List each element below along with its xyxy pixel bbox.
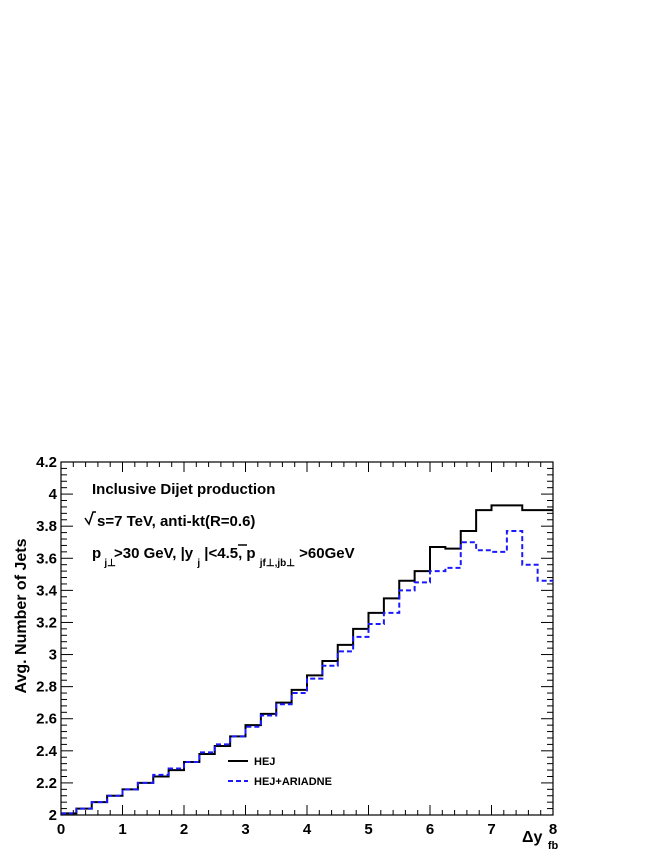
- series-layer: [61, 504, 553, 815]
- legend: HEJ HEJ+ARIADNE: [228, 756, 332, 788]
- x-tick-label: 4: [303, 821, 312, 838]
- x-axis-label-sub: fb: [548, 840, 559, 852]
- y-tick-label: 2.4: [36, 743, 58, 760]
- y-tick-label: 3.2: [36, 614, 57, 631]
- x-tick-label: 5: [364, 821, 372, 838]
- y-tick-label: 2.6: [36, 711, 57, 728]
- cut-pbar-symbol: p: [246, 545, 255, 562]
- sqrt-icon: [84, 511, 96, 526]
- y-axis-ticks: [61, 461, 553, 816]
- cut-y-rest: |<4.5,: [204, 545, 246, 562]
- y-tick-label: 2.2: [36, 775, 57, 792]
- cut-pbar-sub: jf⊥,jb⊥: [259, 558, 295, 569]
- x-tick-label: 1: [118, 821, 126, 838]
- series-line-hej-ariadne: [61, 530, 553, 815]
- x-axis-label-main: Δy: [522, 829, 543, 846]
- y-tick-label: 3.6: [36, 550, 57, 567]
- x-tick-label: 8: [549, 821, 557, 838]
- x-axis-ticks: [60, 462, 554, 815]
- annotation-energy-text: s=7 TeV, anti-kt(R=0.6): [97, 513, 255, 530]
- y-tick-label: 4: [49, 486, 58, 503]
- legend-ariadne-label: HEJ+ARIADNE: [254, 776, 332, 788]
- cut-pt-sub: j⊥: [103, 558, 116, 569]
- x-tick-label: 0: [57, 821, 65, 838]
- legend-hej-label: HEJ: [254, 756, 275, 768]
- annotation-cuts: p j⊥ >30 GeV, |y j |<4.5, p jf⊥,jb⊥ >60G…: [92, 545, 355, 570]
- annotation-energy: s=7 TeV, anti-kt(R=0.6): [84, 511, 255, 530]
- y-tick-labels: 2 2.2 2.4 2.6 2.8 3 3.2 3.4 3.6 3.8 4 4.2: [36, 454, 58, 824]
- x-tick-label: 6: [426, 821, 434, 838]
- series-line-hej: [61, 504, 553, 815]
- y-tick-label: 3: [49, 647, 57, 664]
- y-axis-label: Avg. Number of Jets: [13, 538, 30, 693]
- y-tick-label: 4.2: [36, 454, 57, 471]
- y-tick-label: 2: [49, 807, 57, 824]
- x-tick-label: 3: [241, 821, 249, 838]
- y-tick-label: 3.8: [36, 518, 57, 535]
- cut-y-sub: j: [196, 558, 200, 569]
- cut-pbar-rest: >60GeV: [299, 545, 354, 562]
- x-tick-label: 2: [180, 821, 188, 838]
- x-tick-labels: 0 1 2 3 4 5 6 7 8: [57, 821, 557, 838]
- cut-pt-rest: >30 GeV, |y: [114, 545, 194, 562]
- x-tick-label: 7: [487, 821, 495, 838]
- y-tick-label: 3.4: [36, 582, 58, 599]
- annotation-title: Inclusive Dijet production: [92, 481, 275, 498]
- cut-pt-symbol: p: [92, 545, 101, 562]
- y-tick-label: 2.8: [36, 679, 57, 696]
- x-axis-label: Δy fb: [522, 829, 559, 852]
